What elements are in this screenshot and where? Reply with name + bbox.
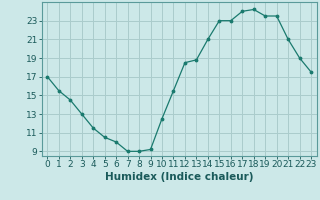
- X-axis label: Humidex (Indice chaleur): Humidex (Indice chaleur): [105, 172, 253, 182]
